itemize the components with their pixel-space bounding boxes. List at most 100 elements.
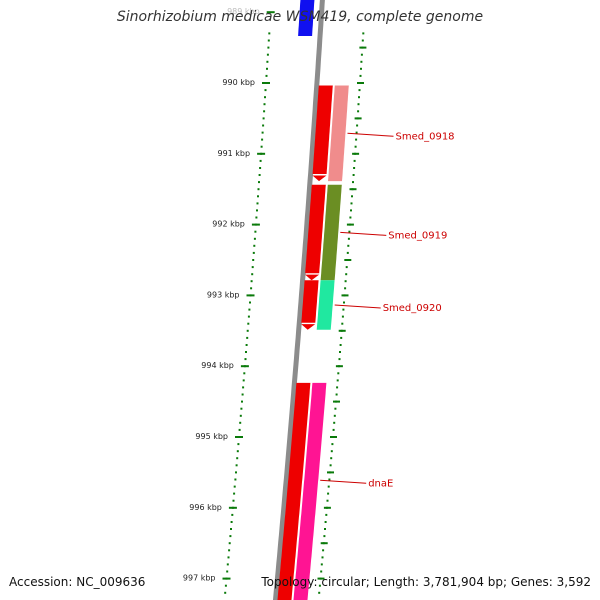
scale-ring-dot — [228, 549, 231, 552]
gene-block[interactable] — [298, 0, 316, 36]
outer-ring-dot — [360, 60, 363, 63]
outer-ring-tick — [327, 471, 334, 474]
outer-ring-dot — [339, 351, 341, 353]
outer-ring-dot — [320, 570, 323, 573]
scale-ring-dot — [259, 167, 262, 169]
scale-ring-dot — [244, 358, 247, 361]
scale-tick-label: 991 kbp — [217, 149, 250, 158]
gene-arrow[interactable] — [312, 85, 333, 175]
scale-ring-dot — [230, 528, 232, 530]
outer-ring-dot — [340, 336, 343, 339]
scale-ring-dot — [238, 428, 241, 431]
scale-ring-dot — [239, 421, 242, 424]
scale-ring-dot — [243, 372, 246, 375]
outer-ring-dot — [347, 244, 350, 247]
outer-ring-dot — [330, 457, 333, 460]
outer-ring-dot — [357, 103, 360, 106]
scale-ring-dot — [256, 202, 259, 205]
outer-ring-tick — [352, 152, 360, 155]
outer-ring-dot — [328, 478, 331, 481]
outer-ring-dot — [333, 421, 336, 424]
scale-ring-dot — [240, 407, 243, 410]
scale-ring-dot — [256, 209, 258, 212]
scale-ring-dot — [251, 273, 254, 276]
scale-ring-dot — [248, 308, 251, 311]
outer-ring-tick — [346, 223, 354, 226]
outer-ring-dot — [321, 556, 324, 559]
gene-label[interactable]: Smed_0920 — [383, 303, 442, 314]
outer-ring-dot — [327, 485, 330, 488]
gene-label[interactable]: Smed_0919 — [388, 230, 447, 241]
scale-ring-dot — [252, 251, 255, 254]
gene-label-leader — [334, 304, 381, 309]
gene-label[interactable]: Smed_0918 — [396, 131, 455, 142]
outer-ring-tick — [344, 259, 352, 261]
scale-ring-dot — [241, 400, 243, 403]
scale-ring-dot — [242, 386, 245, 389]
scale-ring-dot — [246, 329, 249, 332]
gene-track-block[interactable] — [328, 85, 349, 182]
scale-ring-dot — [257, 188, 260, 191]
scale-ring-dot — [266, 53, 269, 56]
scale-ring-dot — [241, 393, 244, 396]
scale-tick — [257, 152, 266, 155]
outer-ring-dot — [322, 549, 325, 552]
scale-ring-dot — [258, 174, 261, 176]
scale-ring-dot — [246, 336, 249, 339]
scale-ring-dot — [257, 195, 259, 198]
scale-tick-label: 995 kbp — [195, 432, 228, 441]
outer-ring-dot — [337, 372, 340, 375]
gene-arrow[interactable] — [305, 184, 326, 274]
outer-ring-dot — [346, 251, 349, 254]
scale-ring-dot — [226, 570, 229, 573]
scale-ring-dot — [264, 89, 267, 92]
scale-tick-label: 996 kbp — [189, 503, 222, 512]
outer-ring-dot — [345, 266, 348, 269]
outer-ring-dot — [353, 159, 356, 162]
outer-ring-dot — [344, 280, 347, 283]
outer-ring-dot — [352, 174, 355, 176]
gene-track-block[interactable] — [316, 280, 335, 330]
outer-ring-tick — [333, 400, 340, 403]
gene-features — [277, 0, 349, 600]
outer-ring-dot — [350, 202, 353, 205]
scale-ring-dot — [262, 124, 265, 127]
outer-ring-dot — [362, 32, 365, 35]
scale-ring-dot — [258, 181, 260, 184]
gene-label[interactable]: dnaE — [368, 478, 393, 489]
gene-track-block[interactable] — [320, 184, 342, 281]
scale-ring-dot — [268, 32, 271, 35]
scale-tick-label: 992 kbp — [212, 220, 245, 229]
scale-tick-label: 990 kbp — [222, 78, 255, 87]
outer-ring-dot — [327, 492, 330, 495]
outer-ring-dot — [320, 563, 323, 566]
outer-ring-tick — [341, 294, 349, 297]
scale-ring-dot — [263, 103, 266, 106]
outer-ring-dot — [353, 167, 356, 169]
scale-ring-dot — [266, 67, 268, 70]
scale-ring-dot — [224, 591, 227, 594]
outer-ring-dot — [334, 407, 337, 410]
gene-arrow[interactable] — [301, 280, 319, 323]
outer-ring-dot — [348, 230, 351, 233]
outer-ring-dot — [323, 535, 326, 538]
outer-ring-dot — [339, 344, 342, 346]
scale-ring-dot — [262, 117, 265, 120]
scale-ring-dot — [247, 322, 250, 325]
scale-ring-dot — [267, 39, 270, 42]
outer-ring-tick — [335, 365, 343, 368]
scale-ring-dot — [231, 513, 234, 516]
outer-ring-dot — [326, 499, 329, 502]
scale-ring-dot — [239, 414, 242, 417]
gene-track-block[interactable] — [292, 382, 327, 600]
scale-tick — [251, 223, 260, 226]
outer-ring-tick — [349, 188, 357, 191]
outer-ring-dot — [335, 393, 338, 396]
outer-ring-dot — [336, 386, 339, 389]
gene-arrow-tip — [305, 274, 320, 281]
outer-ring-dot — [352, 181, 354, 184]
gene-arrow[interactable] — [277, 382, 311, 600]
scale-ring-dot — [236, 450, 239, 453]
scale-ring-dot — [235, 471, 237, 474]
outer-ring-dot — [325, 513, 328, 516]
